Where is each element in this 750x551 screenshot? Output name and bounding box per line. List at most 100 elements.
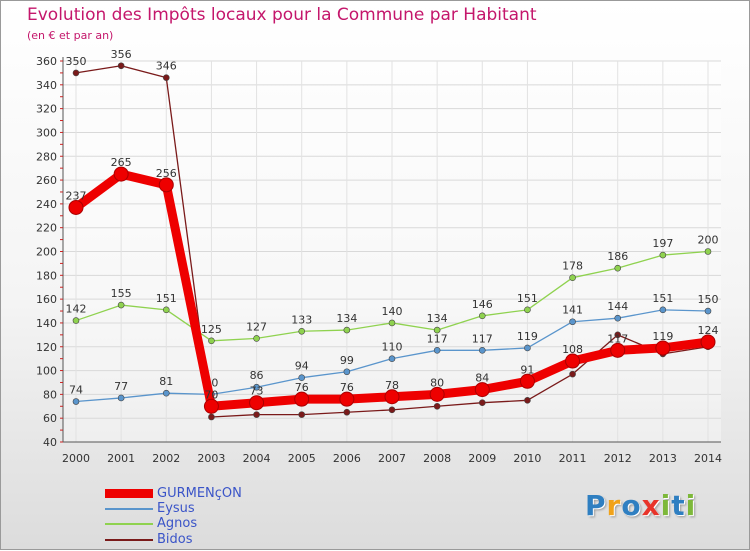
data-point: [388, 355, 396, 362]
x-tick-label: 2000: [62, 452, 90, 465]
data-point: [117, 394, 125, 402]
data-point: [429, 386, 445, 402]
x-tick-label: 2002: [152, 452, 180, 465]
data-label: 178: [562, 260, 583, 273]
x-tick-label: 2008: [423, 452, 451, 465]
x-tick-label: 2011: [559, 452, 587, 465]
data-label: 186: [607, 250, 628, 263]
legend-label-bidos: Bidos: [157, 532, 193, 547]
legend-item-agnos[interactable]: Agnos: [105, 516, 325, 532]
data-label: 133: [291, 313, 312, 326]
chart-title: Evolution des Impôts locaux pour la Comm…: [27, 5, 537, 25]
data-point: [208, 337, 215, 345]
data-label: 99: [340, 354, 354, 367]
x-tick-label: 2004: [243, 452, 271, 465]
legend-label-gurmencon: GURMENçON: [157, 486, 242, 501]
data-label: 119: [517, 330, 538, 343]
x-tick-label: 2001: [107, 452, 135, 465]
data-point: [610, 342, 626, 358]
data-point: [433, 347, 441, 354]
legend-swatch-gurmencon: [105, 489, 153, 498]
data-label: 197: [652, 237, 673, 250]
data-label: 356: [111, 48, 132, 61]
legend-item-bidos[interactable]: Bidos: [105, 532, 325, 548]
legend-label-agnos: Agnos: [157, 516, 198, 531]
data-point: [203, 398, 219, 414]
data-point: [117, 301, 125, 309]
data-point: [298, 327, 306, 335]
data-point: [704, 307, 712, 315]
data-point: [208, 413, 215, 421]
data-point: [704, 248, 712, 255]
data-label: 140: [382, 305, 403, 318]
legend-label-eysus: Eysus: [157, 501, 195, 516]
data-label: 110: [382, 341, 403, 354]
data-point: [433, 326, 441, 334]
data-point: [158, 177, 174, 193]
data-label: 76: [340, 381, 354, 394]
data-point: [614, 331, 622, 339]
data-label: 151: [156, 292, 177, 305]
data-label: 76: [295, 381, 309, 394]
y-tick-label: 160: [36, 293, 57, 306]
data-point: [249, 395, 265, 411]
data-label: 127: [246, 320, 267, 333]
y-tick-label: 240: [36, 198, 57, 211]
logo-letter: i: [685, 489, 697, 522]
y-tick-label: 340: [36, 79, 57, 92]
data-label: 151: [517, 292, 538, 305]
data-point: [343, 326, 351, 334]
data-point: [569, 318, 576, 326]
data-point: [339, 391, 355, 407]
data-label: 146: [472, 298, 493, 311]
data-label: 124: [698, 324, 719, 337]
y-tick-label: 280: [36, 150, 57, 163]
x-tick-labels: 2000 2001 2002 2003 2004 2005 2006 2007 2008 2009…: [62, 452, 722, 465]
x-tick-label: 2003: [197, 452, 225, 465]
data-point: [253, 335, 260, 342]
data-label: 265: [111, 156, 132, 169]
data-label: 80: [430, 376, 444, 389]
data-label: 91: [520, 363, 534, 376]
data-point: [614, 314, 622, 322]
data-label: 117: [472, 332, 493, 345]
data-label: 84: [475, 372, 489, 385]
data-point: [388, 406, 396, 414]
data-point: [388, 319, 396, 327]
x-tick-label: 2006: [333, 452, 361, 465]
logo-letter: x: [641, 489, 661, 522]
data-point: [162, 389, 170, 397]
data-label: 134: [427, 312, 448, 325]
series-gurmen-on: 237 265 256 70 73 76 76 78 80 84 91 108 117 119 124: [66, 156, 719, 414]
data-label: 86: [250, 369, 264, 382]
data-point: [298, 374, 306, 382]
data-label: 142: [66, 303, 87, 316]
data-point: [569, 370, 576, 378]
data-label: 256: [156, 167, 177, 180]
x-tick-label: 2010: [513, 452, 541, 465]
data-point: [565, 353, 581, 369]
logo-letter: o: [621, 489, 642, 522]
y-tick-label: 320: [36, 103, 57, 116]
data-point: [474, 382, 490, 398]
legend-item-eysus[interactable]: Eysus: [105, 501, 325, 517]
data-point: [659, 306, 667, 314]
data-point: [253, 383, 260, 391]
data-point: [117, 62, 125, 70]
data-label: 155: [111, 287, 132, 300]
legend-item-gurmencon[interactable]: GURMENçON: [105, 486, 325, 502]
data-point: [72, 69, 80, 77]
data-label: 70: [204, 388, 218, 401]
y-tick-labels: 40 60 80 100 120 140 160 180 200 220 240 260 280 300 3…: [36, 55, 57, 449]
data-point: [478, 312, 486, 320]
data-label: 117: [427, 332, 448, 345]
data-point: [162, 74, 170, 81]
series-eysus: 74 77 81 80 86 94 99 110 117 117 119 141 144 151 150: [69, 292, 719, 405]
data-label: 346: [156, 60, 177, 73]
logo-letter: i: [660, 489, 672, 522]
legend-swatch-eysus: [105, 508, 153, 510]
data-label: 141: [562, 304, 583, 317]
y-tick-label: 100: [36, 365, 57, 378]
data-point: [253, 411, 260, 418]
